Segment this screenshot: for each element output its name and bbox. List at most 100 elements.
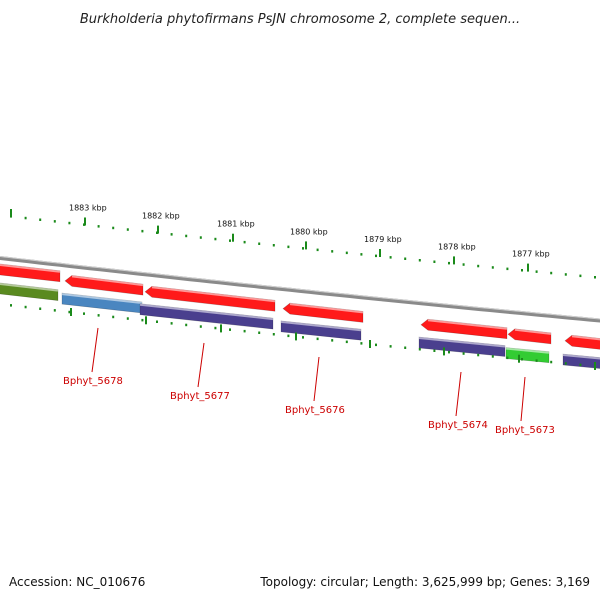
inner-minor-tick <box>302 336 304 339</box>
inner-minor-tick <box>331 339 334 342</box>
inner-minor-tick <box>521 358 523 361</box>
kbp-label: 1882 kbp <box>142 212 180 221</box>
reverse-gene-arrow-highlight <box>0 282 59 292</box>
minor-tick <box>535 270 538 273</box>
major-tick <box>157 225 159 234</box>
minor-tick <box>185 234 188 238</box>
kbp-label: 1883 kbp <box>69 204 107 213</box>
inner-minor-tick <box>39 307 42 310</box>
forward-gene-arrow <box>282 302 364 323</box>
inner-major-tick <box>70 308 72 316</box>
reverse-gene-arrow-highlight <box>139 303 274 321</box>
chromosome-backbone <box>0 255 600 323</box>
forward-strand-track <box>0 263 600 350</box>
minor-tick <box>39 218 42 221</box>
minor-tick <box>448 261 450 265</box>
minor-tick <box>214 237 217 241</box>
inner-major-tick <box>443 347 445 356</box>
gene-labels: Bphyt_5678 Bphyt_5677 Bphyt_5676 Bphyt_5674… <box>63 327 555 436</box>
forward-gene-arrow-highlight <box>151 286 276 303</box>
minor-tick <box>170 233 173 236</box>
inner-major-tick <box>295 332 297 341</box>
inner-tick-marks <box>10 304 596 370</box>
minor-tick <box>389 256 392 259</box>
reverse-strand-track <box>0 282 600 369</box>
minor-tick <box>258 242 261 245</box>
forward-gene-arrow-highlight <box>71 275 144 287</box>
kbp-label: 1878 kbp <box>438 242 476 251</box>
inner-minor-tick <box>68 310 71 314</box>
minor-tick <box>564 273 567 276</box>
gene-label: Bphyt_5676 <box>285 405 345 416</box>
gene-label: Bphyt_5677 <box>170 391 230 402</box>
inner-minor-tick <box>97 314 100 317</box>
minor-tick <box>462 263 465 266</box>
inner-minor-tick <box>491 355 494 358</box>
major-tick-marks <box>10 209 529 272</box>
minor-tick <box>550 271 553 275</box>
minor-tick <box>272 244 275 247</box>
minor-tick <box>302 247 304 250</box>
inner-minor-tick <box>375 343 377 347</box>
inner-minor-tick <box>185 323 188 327</box>
minor-tick <box>594 276 596 279</box>
map-title: Burkholderia phytofirmans PsJN chromosom… <box>80 12 520 27</box>
inner-minor-tick <box>83 312 85 315</box>
backbone-line <box>0 255 600 323</box>
minor-tick <box>316 248 319 252</box>
minor-tick <box>126 228 129 231</box>
forward-gene-arrow-highlight <box>427 319 508 330</box>
forward-gene-arrow-highlight <box>0 263 61 273</box>
minor-tick <box>53 220 56 223</box>
accession-label: Accession: NC_010676 <box>9 575 145 589</box>
minor-tick <box>433 260 436 263</box>
inner-minor-tick <box>448 350 450 354</box>
minor-tick <box>287 245 290 249</box>
inner-major-tick <box>145 316 147 325</box>
minor-tick <box>229 239 231 242</box>
gene-label: Bphyt_5673 <box>495 425 555 436</box>
kbp-labels: 1883 kbp 1882 kbp 1881 kbp 1880 kbp 1879 kbp… <box>69 204 550 259</box>
minor-tick <box>10 215 12 218</box>
kbp-label: 1879 kbp <box>364 235 402 244</box>
inner-minor-tick <box>389 345 392 348</box>
inner-minor-tick <box>170 322 173 325</box>
gene-label: Bphyt_5678 <box>63 376 123 387</box>
kbp-label: 1877 kbp <box>512 250 550 259</box>
reverse-gene-arrow-highlight <box>418 337 506 348</box>
minor-tick <box>199 236 202 239</box>
forward-gene-arrow-highlight <box>514 328 552 335</box>
reverse-gene-arrow-highlight <box>61 293 143 304</box>
kbp-label: 1881 kbp <box>217 220 255 229</box>
minor-tick <box>141 229 144 233</box>
major-tick <box>10 209 12 216</box>
major-tick <box>527 263 529 272</box>
reverse-gene-arrow-highlight <box>562 354 600 360</box>
gene-label: Bphyt_5674 <box>428 420 488 431</box>
inner-major-tick <box>594 362 596 370</box>
minor-tick <box>97 225 100 228</box>
minor-tick <box>579 274 582 278</box>
minor-tick <box>68 221 71 225</box>
inner-minor-tick <box>477 353 480 357</box>
minor-tick <box>24 216 27 220</box>
minor-tick <box>243 240 246 244</box>
inner-minor-tick <box>126 317 129 320</box>
inner-minor-tick <box>53 309 56 312</box>
minor-tick-marks <box>10 215 596 279</box>
major-tick <box>305 241 307 250</box>
inner-minor-tick <box>258 331 261 334</box>
gene-leader-line <box>91 327 99 373</box>
inner-minor-tick <box>506 356 509 360</box>
inner-minor-tick <box>199 325 202 328</box>
inner-minor-tick <box>316 337 319 341</box>
gene-leader-line <box>197 342 205 388</box>
inner-minor-tick <box>214 326 217 330</box>
inner-minor-tick <box>550 360 553 364</box>
minor-tick <box>521 269 523 272</box>
minor-tick <box>112 226 115 230</box>
gene-leader-line <box>313 356 320 402</box>
inner-minor-tick <box>535 359 538 362</box>
forward-gene-arrow <box>144 285 276 312</box>
minor-tick <box>491 266 494 269</box>
